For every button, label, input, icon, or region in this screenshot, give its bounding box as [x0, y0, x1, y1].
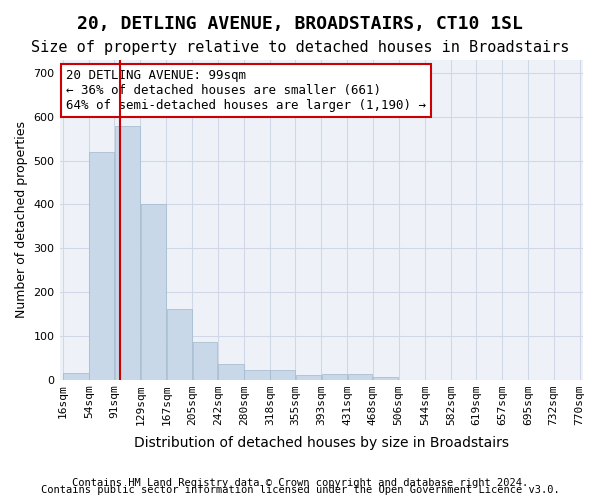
Bar	[218, 364, 244, 380]
Bar	[322, 374, 347, 380]
Bar	[193, 342, 217, 380]
Bar	[347, 374, 373, 380]
Text: 20 DETLING AVENUE: 99sqm
← 36% of detached houses are smaller (661)
64% of semi-: 20 DETLING AVENUE: 99sqm ← 36% of detach…	[67, 69, 427, 112]
Bar	[270, 370, 295, 380]
Bar	[115, 126, 140, 380]
Text: Contains public sector information licensed under the Open Government Licence v3: Contains public sector information licen…	[41, 485, 559, 495]
Bar	[296, 375, 321, 380]
Text: 20, DETLING AVENUE, BROADSTAIRS, CT10 1SL: 20, DETLING AVENUE, BROADSTAIRS, CT10 1S…	[77, 15, 523, 33]
Bar	[141, 204, 166, 380]
Bar	[64, 373, 89, 380]
Bar	[373, 378, 398, 380]
Bar	[89, 152, 114, 380]
Y-axis label: Number of detached properties: Number of detached properties	[15, 122, 28, 318]
Bar	[244, 370, 269, 380]
Text: Contains HM Land Registry data © Crown copyright and database right 2024.: Contains HM Land Registry data © Crown c…	[72, 478, 528, 488]
Text: Size of property relative to detached houses in Broadstairs: Size of property relative to detached ho…	[31, 40, 569, 55]
Bar	[167, 310, 192, 380]
X-axis label: Distribution of detached houses by size in Broadstairs: Distribution of detached houses by size …	[134, 436, 509, 450]
